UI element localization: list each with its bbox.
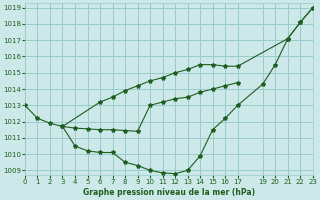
X-axis label: Graphe pression niveau de la mer (hPa): Graphe pression niveau de la mer (hPa) bbox=[83, 188, 255, 197]
